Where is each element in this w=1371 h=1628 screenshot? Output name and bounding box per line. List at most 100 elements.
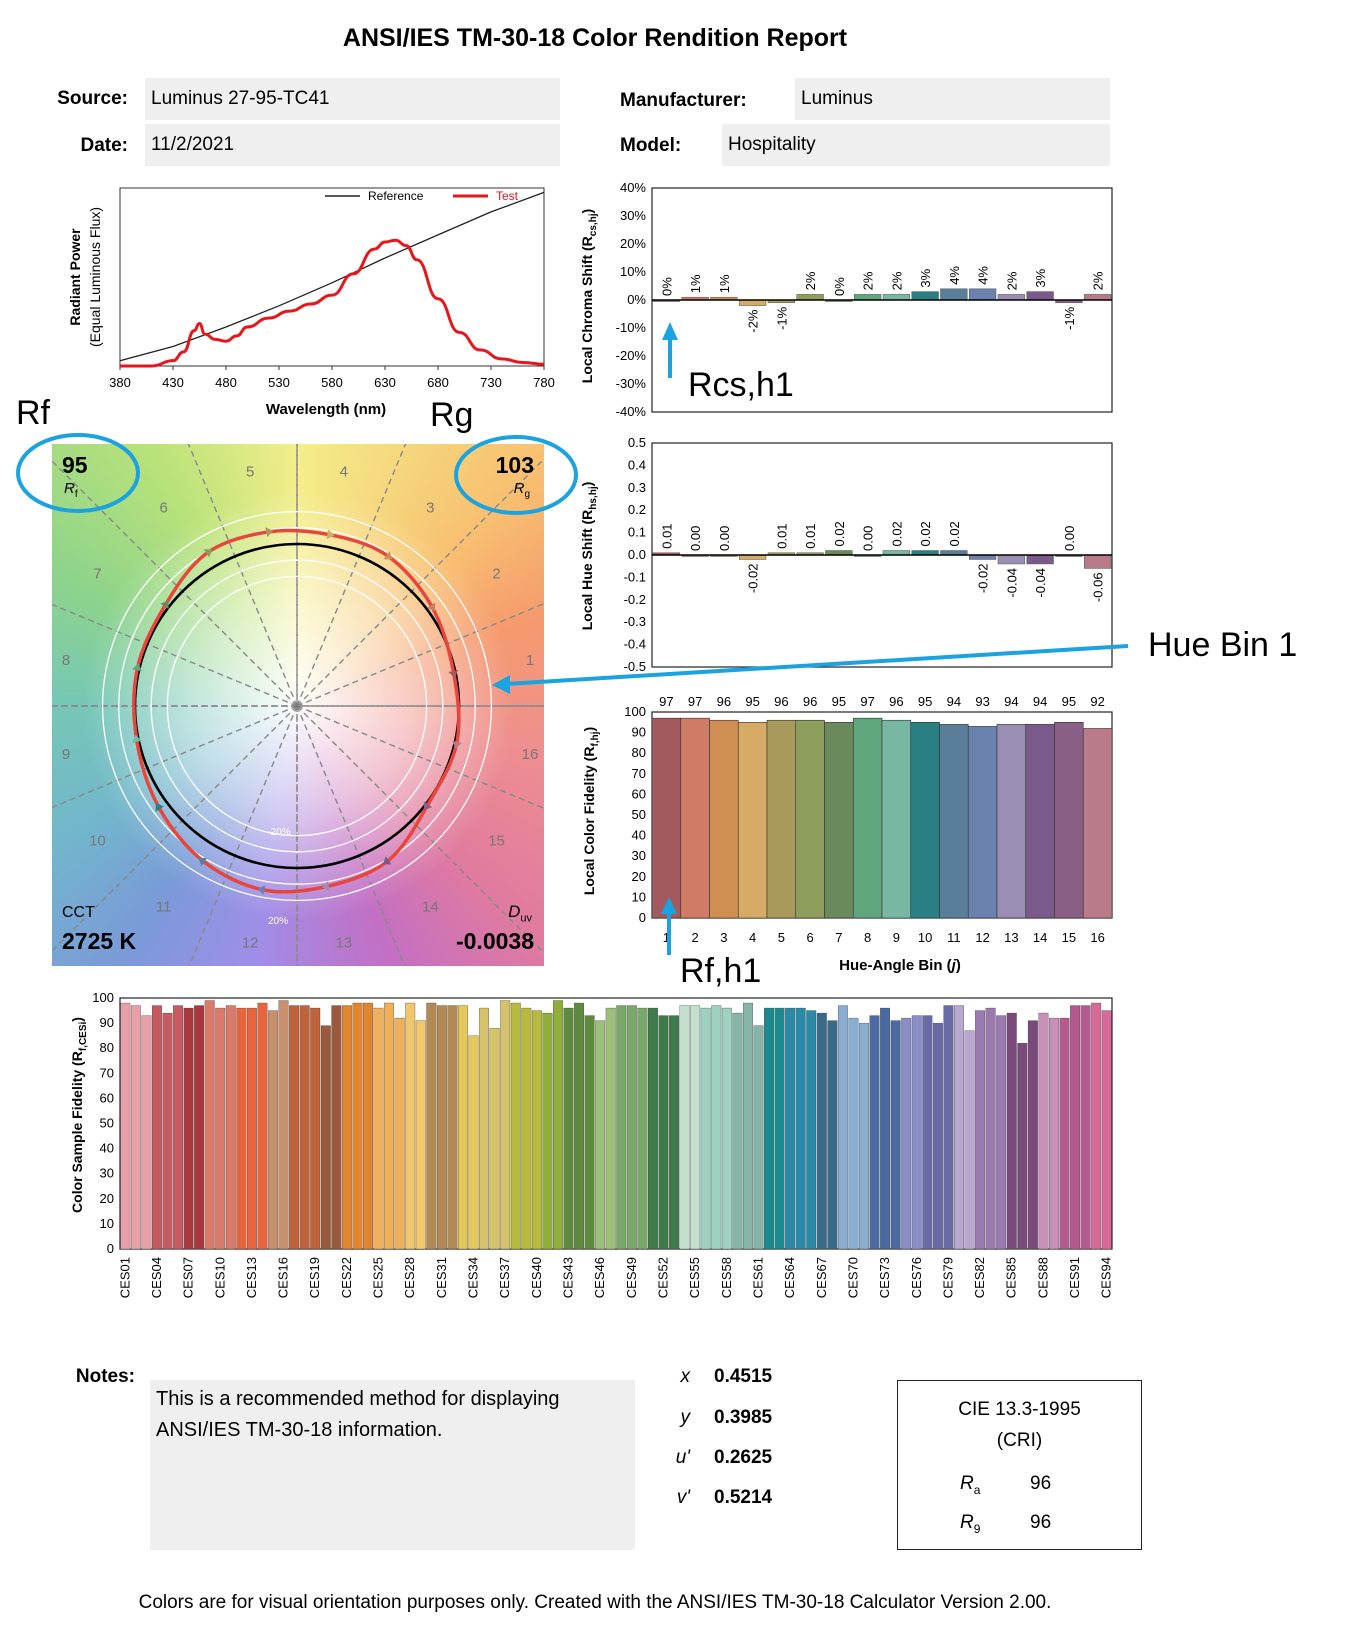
ces-bar (785, 1007, 796, 1250)
manufacturer-field: Luminus (795, 78, 1110, 120)
ces-x-tick-label: CES52 (655, 1257, 670, 1298)
notes-box: This is a recommended method for display… (150, 1380, 635, 1550)
notes-text: This is a recommended method for display… (156, 1388, 560, 1441)
rfh-value-label: 93 (975, 694, 989, 709)
cvg-bin-label: 2 (492, 566, 500, 583)
cvg-bin-label: 14 (422, 899, 439, 916)
ces-bar (405, 1002, 416, 1250)
cvg-arrow (326, 529, 335, 540)
legend-test-label: Test (496, 189, 519, 203)
ces-bar (901, 1017, 912, 1250)
rcs-y-axis-label: Local Chroma Shift (Rcs,hj) (579, 209, 599, 383)
ces-x-tick-label: CES64 (782, 1257, 797, 1298)
ces-bar (510, 1002, 521, 1250)
rcs-value-label: 0% (659, 277, 674, 296)
cvg-ring (101, 510, 493, 902)
rhs-y-tick-label: 0.3 (628, 480, 646, 495)
spd-x-ticks: 380 430 480 530 580 630 680 730 780 (109, 366, 555, 390)
ces-bar (141, 1015, 152, 1250)
rcs-y-tick-label: 10% (620, 264, 646, 279)
ces-x-tick-label: CES88 (1035, 1257, 1050, 1298)
ces-bar (1091, 1002, 1102, 1250)
ces-bar (848, 1017, 859, 1250)
rcs-value-label: 3% (918, 268, 933, 287)
ces-x-tick-label: CES91 (1067, 1257, 1082, 1298)
cvg-bin-label: 10 (89, 832, 106, 849)
rfh-bar (680, 717, 710, 919)
ces-bar (542, 1012, 553, 1250)
spd-x-tick-label: 530 (268, 375, 290, 390)
ces-bar (173, 1005, 183, 1250)
ces-bar (215, 1007, 226, 1250)
ces-bar (278, 1000, 289, 1250)
ces-y-tick-label: 0 (107, 1241, 114, 1256)
cvg-arrow (382, 856, 392, 865)
rhs-y-tick-label: 0.0 (628, 547, 646, 562)
rg-symbol-sub: g (524, 489, 530, 500)
spd-y-axis-sublabel: (Equal Luminous Flux) (87, 207, 103, 347)
rfh-value-label: 96 (717, 694, 731, 709)
manufacturer-label: Manufacturer: (620, 90, 747, 111)
rg-symbol-main: R (513, 480, 525, 497)
rfh-y-tick-label: 80 (632, 745, 646, 760)
rhs-y-tick-label: 0.2 (628, 502, 646, 517)
rfh-x-tick-label: 4 (749, 930, 756, 945)
report-title: ANSI/IES TM-30-18 Color Rendition Report (342, 24, 848, 52)
x-value: 0.4515 (714, 1366, 773, 1387)
ces-bar (415, 1020, 426, 1250)
cvg-bin-label: 15 (488, 832, 505, 849)
rhs-value-label: 0.00 (1062, 526, 1077, 551)
rfh-value-label: 94 (1004, 694, 1018, 709)
ces-x-tick-label: CES34 (466, 1257, 481, 1298)
y-value: 0.3985 (714, 1407, 773, 1428)
rfh-y-tick-label: 10 (632, 889, 646, 904)
cri-title: CIE 13.3-1995 (958, 1399, 1081, 1420)
ces-bar (1049, 1017, 1059, 1250)
ring-plus-label: 20% (268, 916, 288, 927)
rfh-bar (1025, 724, 1055, 919)
duv-label-sub: uv (520, 912, 532, 925)
rfh-y-tick-label: 40 (632, 828, 646, 843)
rfh-bar (939, 724, 969, 919)
cvg-test-curve (132, 528, 461, 894)
ces-bar (1059, 1017, 1070, 1250)
annotation-rcs-arrowhead (662, 322, 678, 340)
ra-label-main: R (960, 1473, 974, 1494)
cvg-ray (52, 705, 298, 809)
annotation-rg-ellipse (454, 435, 578, 515)
ces-bar (890, 1020, 901, 1250)
rcs-value-label: 4% (976, 266, 991, 285)
rfh-value-label: 96 (889, 694, 903, 709)
rfh-value-label: 95 (832, 694, 846, 709)
ces-bar (964, 1030, 975, 1250)
ces-bar (605, 1007, 616, 1250)
ces-bar (1070, 1005, 1080, 1250)
spd-x-tick-label: 480 (215, 375, 237, 390)
ces-bar (225, 1005, 236, 1250)
rfh-x-tick-label: 14 (1033, 930, 1047, 945)
cri-subtitle: (CRI) (996, 1430, 1043, 1451)
cvg-bin-label: 8 (62, 652, 70, 669)
rhs-value-label: -0.04 (1004, 568, 1019, 598)
date-field: 11/2/2021 (145, 124, 560, 166)
ces-y-tick-label: 40 (100, 1141, 114, 1156)
cvg-arrow (203, 549, 213, 558)
ces-bar (479, 1007, 490, 1250)
spd-x-tick-label: 780 (533, 375, 555, 390)
ces-bar (932, 1022, 943, 1250)
ces-bar (1038, 1012, 1049, 1250)
spd-x-tick-label: 380 (109, 375, 131, 390)
rf-symbol-main: R (64, 480, 75, 497)
rhs-y-tick-label: -0.1 (624, 569, 646, 584)
v-value: 0.5214 (714, 1487, 773, 1508)
spd-x-tick-label: 630 (374, 375, 396, 390)
rcs-value-label: 1% (717, 274, 732, 293)
rfh-x-tick-label: 6 (807, 930, 814, 945)
ces-bar (1080, 1005, 1091, 1250)
ces-y-tick-label: 30 (100, 1166, 114, 1181)
cvg-arrow (383, 551, 393, 560)
rcs-value-label: 2% (861, 271, 876, 290)
rfh-bar (881, 719, 912, 919)
ces-bar (1006, 1012, 1017, 1250)
rhs-y-tick-label: -0.4 (624, 637, 646, 652)
